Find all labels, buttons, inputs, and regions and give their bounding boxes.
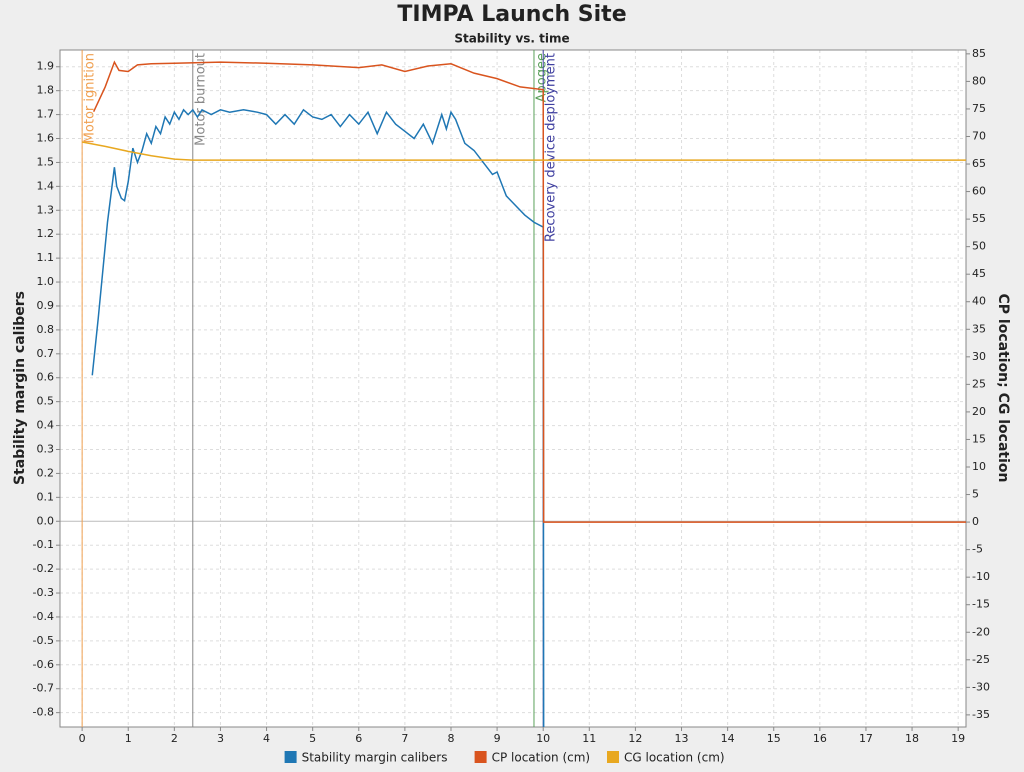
x-tick-label: 6: [355, 732, 362, 745]
y-tick-label: 1.0: [37, 275, 55, 288]
y-tick-label: 1.5: [37, 155, 55, 168]
y2-tick-label: -15: [972, 598, 990, 611]
y-tick-label: 0.3: [37, 443, 55, 456]
series-line: [92, 60, 966, 523]
y-tick-label: 0.5: [37, 395, 55, 408]
y-tick-label: 0.9: [37, 299, 55, 312]
legend-swatch: [607, 751, 619, 763]
event-label: Recovery device deployment: [544, 53, 559, 242]
y2-tick-label: 0: [972, 515, 979, 528]
x-tick-label: 16: [813, 732, 827, 745]
y2-tick-label: 15: [972, 432, 986, 445]
y-tick-label: 0.7: [37, 347, 55, 360]
x-tick-label: 8: [447, 732, 454, 745]
y-tick-label: 0.2: [37, 466, 55, 479]
x-tick-label: 0: [79, 732, 86, 745]
y2-tick-label: -20: [972, 625, 990, 638]
y-tick-label: 1.7: [37, 108, 55, 121]
x-tick-label: 11: [582, 732, 596, 745]
x-tick-label: 18: [905, 732, 919, 745]
chart-title: TIMPA Launch Site: [397, 2, 626, 27]
x-tick-label: 17: [859, 732, 873, 745]
y-tick-label: 1.1: [37, 251, 55, 264]
x-tick-label: 10: [536, 732, 550, 745]
legend-swatch: [474, 751, 487, 763]
y2-tick-label: -10: [972, 570, 990, 583]
y2-tick-label: 5: [972, 488, 979, 501]
event-label: Motor ignition: [83, 53, 98, 143]
y2-tick-label: 40: [972, 295, 986, 308]
y-tick-label: 0.8: [37, 323, 55, 336]
y2-tick-label: 25: [972, 377, 986, 390]
plot-area: [60, 50, 966, 727]
y-tick-label: 1.4: [37, 179, 55, 192]
y-tick-label: 0.6: [37, 371, 55, 384]
y-tick-label: -0.1: [33, 538, 54, 551]
x-tick-label: 4: [263, 732, 270, 745]
legend-label: Stability margin calibers: [302, 751, 448, 765]
y-tick-label: 1.6: [37, 132, 55, 145]
y-tick-label: -0.3: [33, 586, 54, 599]
y2-tick-label: -35: [972, 708, 990, 721]
y2-tick-label: 10: [972, 460, 986, 473]
y-tick-label: -0.6: [33, 658, 54, 671]
y2-tick-label: -25: [972, 653, 990, 666]
chart-subtitle: Stability vs. time: [454, 32, 569, 46]
y-tick-label: -0.7: [33, 682, 54, 695]
y2-tick-label: 55: [972, 212, 986, 225]
y-tick-label: 0.4: [37, 419, 55, 432]
event-label: Apogee: [534, 53, 549, 102]
y2-tick-label: 75: [972, 102, 986, 115]
y-tick-label: 1.9: [37, 60, 55, 73]
series-line: [81, 141, 966, 161]
y-tick-label: 1.3: [37, 203, 55, 216]
y-tick-label: 0.1: [37, 490, 55, 503]
y2-tick-label: 70: [972, 129, 986, 142]
event-label: Motor burnout: [193, 53, 208, 146]
y-axis-label: Stability margin calibers: [12, 291, 28, 485]
y2-tick-label: 30: [972, 350, 986, 363]
x-tick-label: 9: [494, 732, 501, 745]
y2-tick-label: -30: [972, 680, 990, 693]
legend-label: CP location (cm): [492, 751, 591, 765]
legend-label: CG location (cm): [624, 751, 725, 765]
y-tick-label: -0.5: [33, 634, 54, 647]
x-tick-label: 12: [628, 732, 642, 745]
plot-border: [59, 49, 967, 728]
y2-tick-label: 45: [972, 267, 986, 280]
y2-axis-label: CP location; CG location: [995, 294, 1011, 483]
x-tick-label: 5: [309, 732, 316, 745]
x-tick-label: 13: [675, 732, 689, 745]
x-tick-label: 3: [217, 732, 224, 745]
y-tick-label: 1.8: [37, 84, 55, 97]
y2-tick-label: 60: [972, 185, 986, 198]
y2-tick-label: -5: [972, 543, 983, 556]
y2-tick-label: 35: [972, 322, 986, 335]
x-tick-label: 2: [171, 732, 178, 745]
y2-tick-label: 85: [972, 47, 986, 60]
y2-tick-label: 20: [972, 405, 986, 418]
y-tick-label: -0.8: [33, 706, 54, 719]
y-tick-label: -0.2: [33, 562, 54, 575]
y2-tick-label: 65: [972, 157, 986, 170]
y2-tick-label: 80: [972, 74, 986, 87]
x-tick-label: 7: [401, 732, 408, 745]
y-tick-label: -0.4: [33, 610, 54, 623]
x-tick-label: 15: [767, 732, 781, 745]
x-tick-label: 14: [721, 732, 735, 745]
y-tick-label: 1.2: [37, 227, 55, 240]
x-tick-label: 1: [125, 732, 132, 745]
x-tick-label: 19: [951, 732, 965, 745]
y-tick-label: 0.0: [37, 514, 55, 527]
legend-swatch: [284, 751, 297, 763]
y2-tick-label: 50: [972, 240, 986, 253]
